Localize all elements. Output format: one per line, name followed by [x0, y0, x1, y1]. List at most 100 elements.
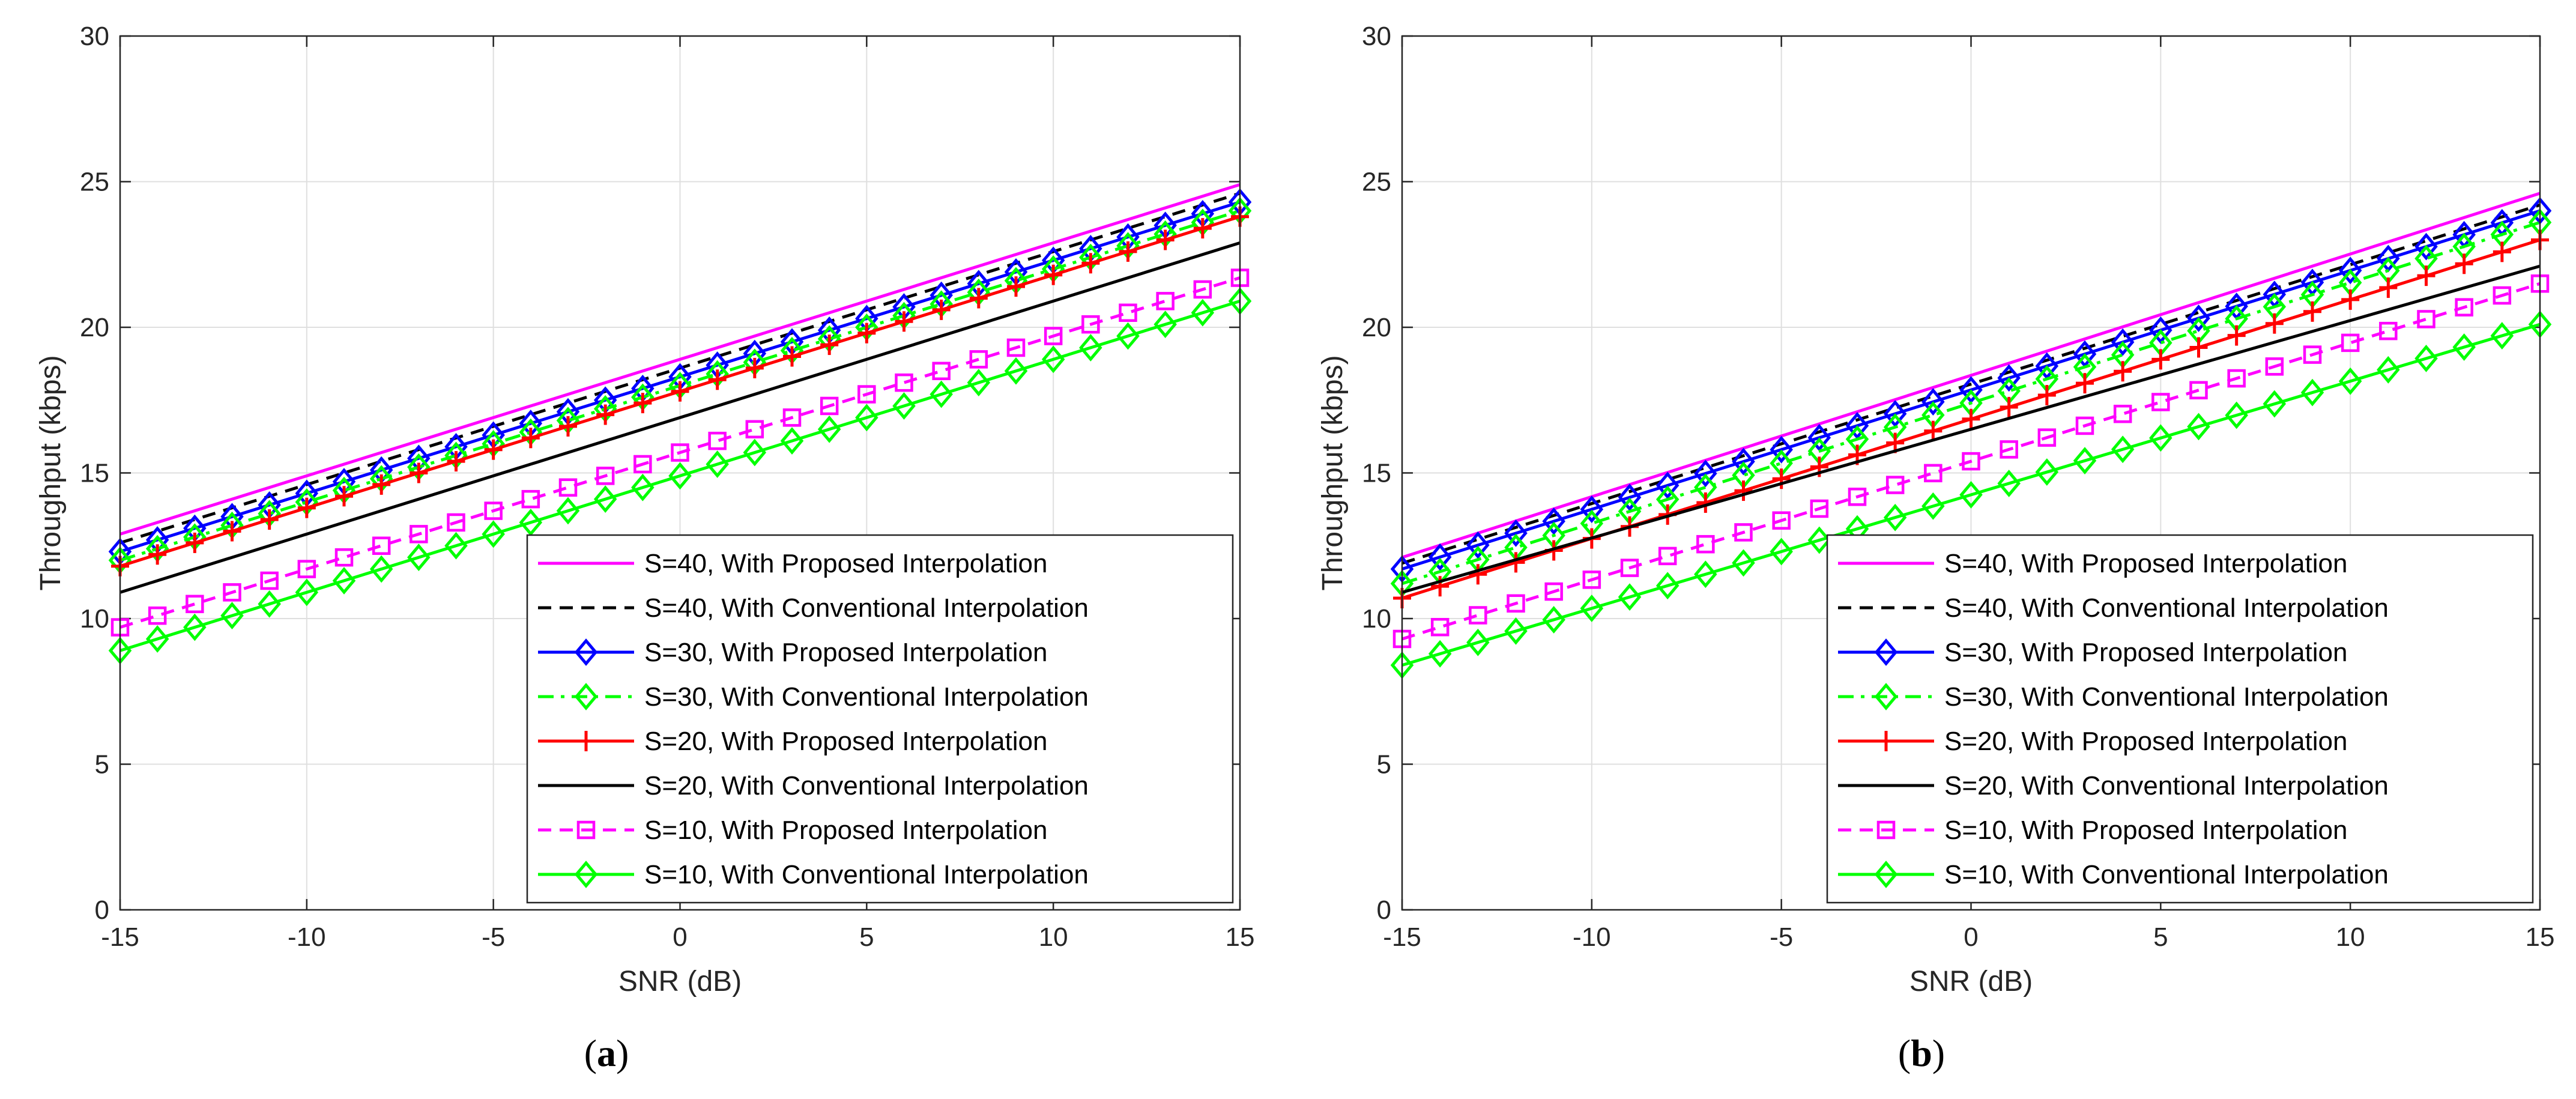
series-5-plus-marker	[186, 532, 204, 553]
series-8-line	[119, 299, 1241, 652]
series-7-square-marker	[2000, 440, 2018, 459]
series-8-diamond-marker	[1997, 470, 2021, 497]
legend-label: S=10, With Proposed Interpolation	[1944, 816, 2347, 845]
series-8-diamond-marker	[1116, 322, 1140, 350]
series-5-plus-marker	[1431, 576, 1450, 597]
series-8-diamond-marker	[1921, 492, 1945, 520]
series-3-diamond-marker	[2111, 328, 2135, 356]
y-tick-label: 0	[1377, 895, 1391, 925]
series-7-square-marker	[1544, 582, 1563, 601]
series-8-diamond-marker	[258, 590, 281, 618]
series-5-plus-marker	[1081, 253, 1100, 274]
series-8-diamond-marker	[220, 602, 244, 630]
legend-label: S=40, With Proposed Interpolation	[644, 549, 1047, 578]
x-tick-label: 0	[673, 922, 687, 952]
axes-box	[1401, 35, 2541, 911]
series-8-diamond-marker	[1732, 549, 1755, 577]
series-5-plus-marker	[783, 346, 801, 367]
series-8-diamond-marker	[2225, 401, 2248, 429]
series-7-square-marker	[671, 443, 689, 462]
series-2-line	[119, 192, 1241, 545]
series-5-plus-marker	[1734, 480, 1753, 501]
series-7-square-marker	[1620, 559, 1639, 577]
legend-item: S=40, With Conventional Interpolation	[1838, 593, 2389, 623]
series-8-diamond-marker	[1580, 595, 1604, 622]
legend-label: S=30, With Conventional Interpolation	[644, 682, 1089, 712]
legend-label: S=40, With Conventional Interpolation	[1944, 593, 2389, 623]
series-8-diamond-marker	[1883, 503, 1907, 531]
y-tick-label: 20	[1362, 313, 1391, 342]
series-7-square-marker	[895, 373, 913, 392]
series-7-square-marker	[558, 478, 578, 497]
panel-label: (a)	[584, 1032, 629, 1074]
legend-square-marker	[576, 820, 596, 840]
series-5-plus-marker	[2455, 253, 2473, 274]
series-5-plus-marker	[521, 428, 540, 449]
series-8-diamond-marker	[780, 427, 804, 455]
series-7-square-marker	[1772, 511, 1791, 530]
x-tick-label: -15	[101, 922, 139, 952]
series-7-square-marker	[2037, 428, 2057, 447]
legend: S=40, With Proposed Interpolation S=40, W…	[526, 534, 1234, 904]
legend-box	[1826, 534, 2534, 904]
legend-box	[526, 534, 1234, 904]
series-8-diamond-marker	[855, 404, 878, 432]
series-8-diamond-marker	[2300, 378, 2324, 407]
legend-item: S=30, With Proposed Interpolation	[538, 638, 1047, 667]
series-8-diamond-marker	[1041, 345, 1065, 374]
series-3-diamond-marker	[1618, 483, 1642, 512]
series-5-plus-marker	[2227, 325, 2246, 346]
series-7-line	[1401, 282, 2541, 641]
series-7-square-marker	[2075, 416, 2094, 435]
series-7-square-marker	[223, 583, 241, 602]
series-3-diamond-marker	[1694, 459, 1717, 488]
legend-label: S=20, With Proposed Interpolation	[644, 727, 1047, 756]
y-tick-label: 30	[1362, 22, 1391, 51]
legend-plus-marker	[1877, 731, 1895, 751]
legend-label: S=30, With Conventional Interpolation	[1944, 682, 2389, 712]
series-5-plus-marker	[372, 474, 391, 495]
legend-diamond-marker	[574, 638, 598, 666]
series-7-square-marker	[1924, 464, 1943, 483]
series-7-square-marker	[1469, 606, 1487, 625]
series-5-plus-marker	[671, 381, 689, 402]
legend-label: S=40, With Proposed Interpolation	[1944, 549, 2347, 578]
series-5	[111, 206, 1249, 577]
series-8-diamond-marker	[369, 555, 393, 583]
series-5-plus-marker	[1119, 241, 1137, 262]
y-tick-label: 20	[80, 313, 109, 342]
legend-item: S=30, With Conventional Interpolation	[538, 682, 1089, 712]
series-8-diamond-marker	[2111, 435, 2135, 464]
series-8-diamond-marker	[519, 509, 543, 536]
series-3-diamond-marker	[1580, 495, 1604, 524]
panel-label-letter: b	[1911, 1032, 1932, 1074]
series-7-square-marker	[2493, 286, 2512, 305]
series-8	[1390, 310, 2552, 679]
series-7-square-marker	[745, 420, 764, 438]
x-tick-label: 15	[2526, 922, 2555, 952]
x-tick-label: 15	[1226, 922, 1255, 952]
series-7-square-marker	[186, 595, 204, 613]
panel-label-close: )	[616, 1032, 629, 1074]
series-8-diamond-marker	[2414, 345, 2438, 372]
legend-diamond-marker	[1874, 861, 1898, 888]
panel-label-open: (	[1898, 1032, 1911, 1074]
series-5-plus-marker	[2303, 301, 2321, 322]
x-tick-label: 10	[1039, 922, 1068, 952]
y-tick-label: 15	[1362, 459, 1391, 488]
series-8-diamond-marker	[407, 543, 431, 572]
series-8-diamond-marker	[1770, 537, 1793, 566]
series-6	[1401, 264, 2541, 594]
series-7-square-marker	[1507, 594, 1525, 613]
series-5-plus-marker	[2189, 337, 2208, 358]
y-tick-label: 10	[80, 604, 109, 634]
series-8-diamond-marker	[1959, 480, 1983, 509]
legend-item: S=40, With Proposed Interpolation	[1838, 549, 2347, 578]
chart-panel-b: -15 -10 -5 0 5 10 15 0 5 10 15 20 25 30 SNR (dB) Throug…	[1317, 22, 2554, 1074]
series-5-plus-marker	[2037, 385, 2056, 406]
series-5-plus-marker	[1772, 468, 1791, 489]
series-5-plus-marker	[223, 521, 241, 542]
series-3-diamond-marker	[1959, 376, 1983, 404]
series-5-plus-marker	[297, 497, 316, 518]
